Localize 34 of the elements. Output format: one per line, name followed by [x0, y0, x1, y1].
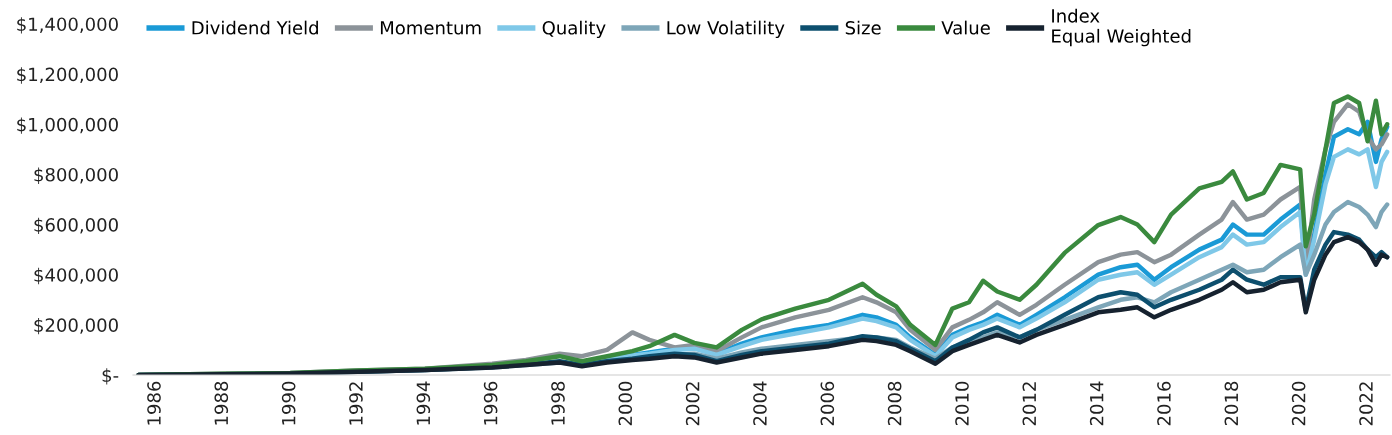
- y-tick-label: $800,000: [34, 167, 118, 184]
- x-tick-label: 1988: [214, 381, 229, 425]
- legend-label: Size: [845, 20, 881, 35]
- x-tick-label: 2022: [1359, 382, 1373, 426]
- y-tick-label: $1,400,000: [17, 17, 118, 34]
- legend-label: Low Volatility: [667, 20, 785, 39]
- x-tick-label: 1994: [416, 381, 431, 425]
- legend-label: Quality: [542, 20, 606, 39]
- x-tick-label: 2002: [685, 382, 700, 426]
- x-tick-label: 2006: [820, 381, 835, 426]
- legend-label: Momentum: [380, 21, 481, 35]
- x-tick-label: 2012: [1022, 382, 1037, 426]
- y-tick-label: $1,200,000: [17, 67, 118, 84]
- x-tick-label: 2000: [618, 381, 633, 426]
- x-tick-label: 2016: [1157, 381, 1171, 426]
- x-tick-label: 1992: [349, 382, 363, 425]
- x-tick-label: 1986: [147, 381, 161, 425]
- x-tick-label: 1996: [483, 381, 498, 425]
- y-tick-label: $400,000: [34, 267, 118, 285]
- x-tick-label: 1998: [551, 381, 565, 425]
- y-tick-label: $200,000: [34, 318, 118, 335]
- x-tick-label: 2018: [1224, 381, 1239, 426]
- y-tick-label: $600,000: [34, 217, 118, 235]
- legend-label: Dividend Yield: [192, 20, 318, 35]
- legend-label: Index Equal Weighted: [1052, 8, 1191, 47]
- x-tick-label: 2014: [1089, 381, 1104, 426]
- x-tick-label: 2020: [1291, 381, 1306, 426]
- x-tick-label: 1990: [281, 381, 296, 425]
- x-tick-label: 2008: [887, 381, 902, 426]
- y-tick-label: $1,000,000: [17, 117, 118, 134]
- y-tick-label: $-: [102, 368, 119, 385]
- legend-label: Value: [941, 20, 990, 35]
- x-tick-label: 2004: [753, 381, 767, 426]
- x-tick-label: 2010: [955, 381, 969, 426]
